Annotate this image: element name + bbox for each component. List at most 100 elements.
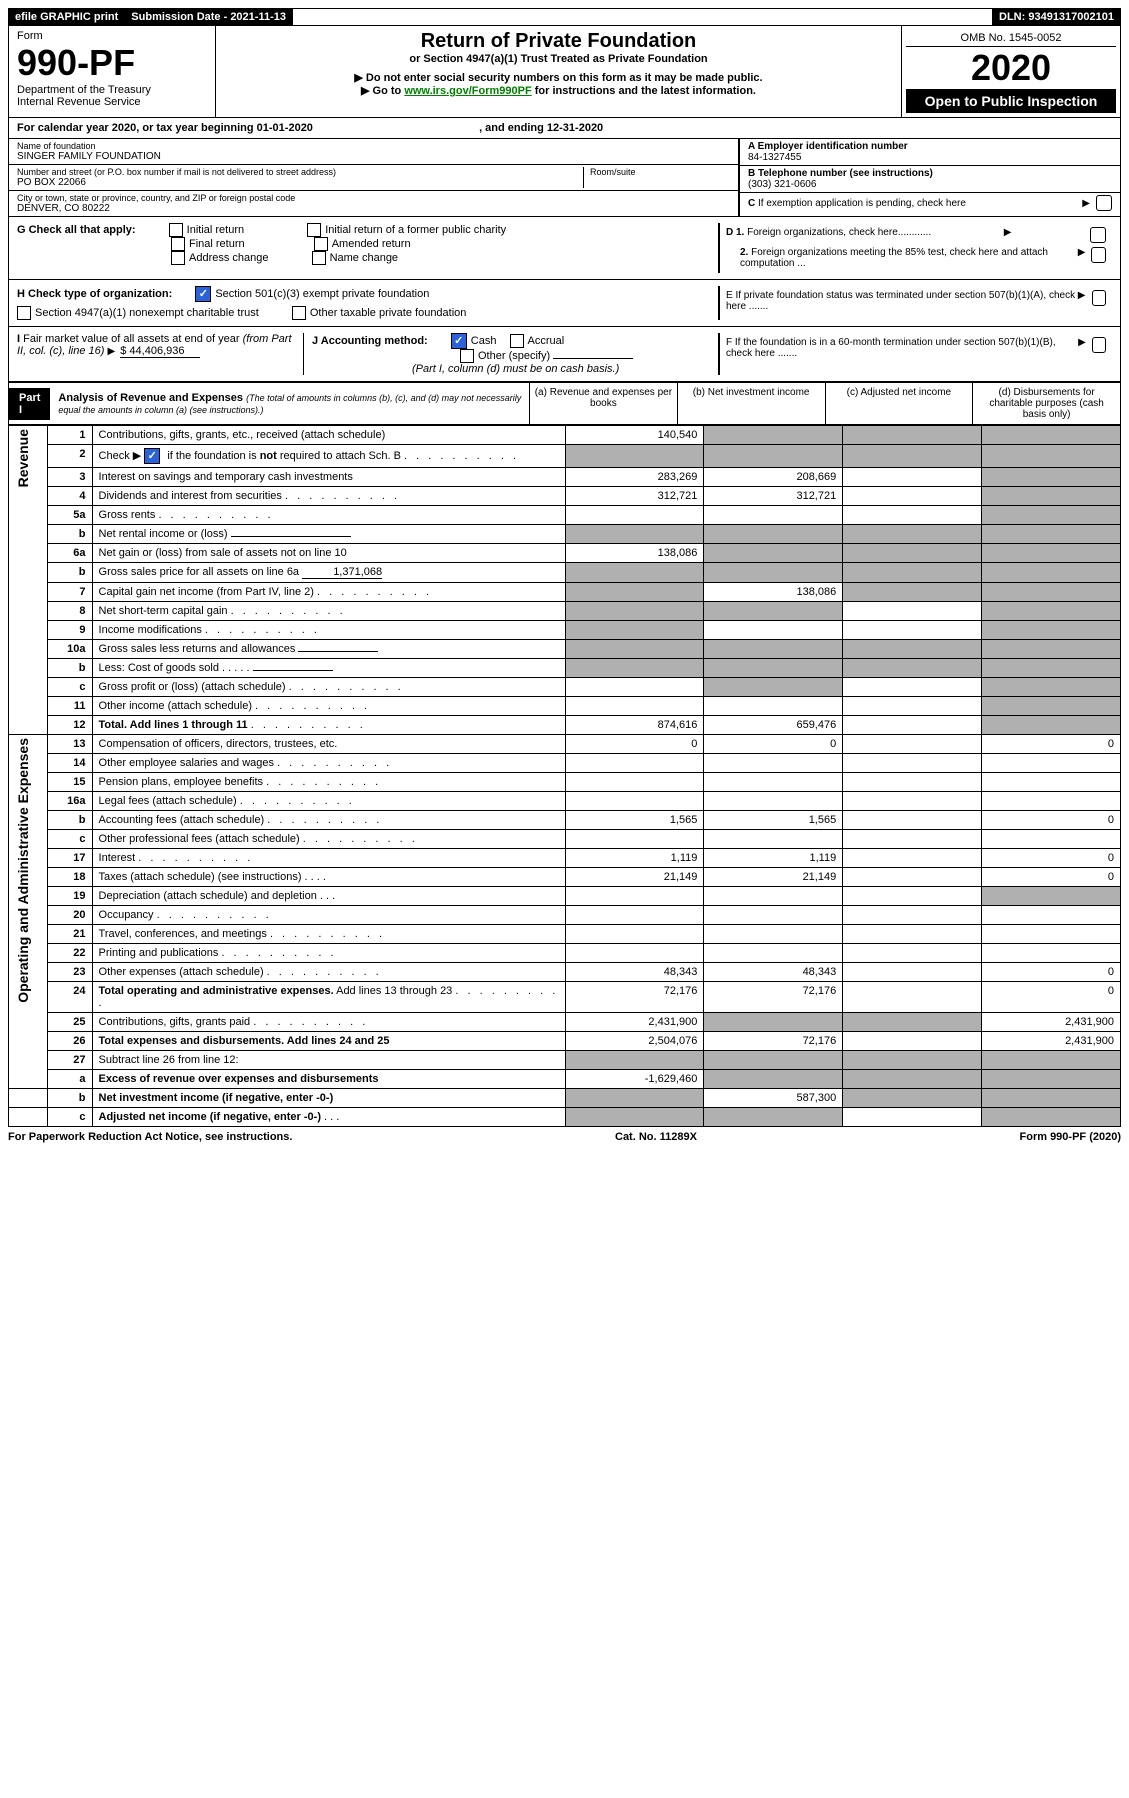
room-label: Room/suite xyxy=(590,167,730,177)
table-row: 12Total. Add lines 1 through 11 874,6166… xyxy=(9,716,1121,735)
501c3-checkbox[interactable] xyxy=(195,286,211,302)
form-label: Form xyxy=(17,30,207,42)
col-b-header: (b) Net investment income xyxy=(677,383,825,424)
omb-no: OMB No. 1545-0052 xyxy=(906,30,1116,47)
table-row: 22Printing and publications xyxy=(9,944,1121,963)
table-row: 26Total expenses and disbursements. Add … xyxy=(9,1032,1121,1051)
part1-label: Part I xyxy=(9,388,50,420)
table-row: 7Capital gain net income (from Part IV, … xyxy=(9,583,1121,602)
final-return-checkbox[interactable] xyxy=(171,237,185,251)
table-row: 6aNet gain or (loss) from sale of assets… xyxy=(9,544,1121,563)
note-1: ▶ Do not enter social security numbers o… xyxy=(224,71,893,84)
tel-label: B Telephone number (see instructions) xyxy=(748,168,1112,179)
table-row: bNet investment income (if negative, ent… xyxy=(9,1089,1121,1108)
d1-checkbox[interactable] xyxy=(1090,227,1106,243)
table-row: cGross profit or (loss) (attach schedule… xyxy=(9,678,1121,697)
c-label: If exemption application is pending, che… xyxy=(758,198,966,209)
table-row: 5aGross rents xyxy=(9,506,1121,525)
schb-checkbox[interactable] xyxy=(144,448,160,464)
other-method-checkbox[interactable] xyxy=(460,349,474,363)
section-h-e: H Check type of organization: Section 50… xyxy=(8,280,1121,327)
revenue-side-label: Revenue xyxy=(15,429,39,487)
org-info: Name of foundation SINGER FAMILY FOUNDAT… xyxy=(8,139,1121,217)
table-row: 19Depreciation (attach schedule) and dep… xyxy=(9,887,1121,906)
table-row: aExcess of revenue over expenses and dis… xyxy=(9,1070,1121,1089)
col-c-header: (c) Adjusted net income xyxy=(825,383,973,424)
table-row: 16aLegal fees (attach schedule) xyxy=(9,792,1121,811)
initial-return-checkbox[interactable] xyxy=(169,223,183,237)
fmv-value: $ 44,406,936 xyxy=(120,345,200,358)
other-taxable-checkbox[interactable] xyxy=(292,306,306,320)
open-inspection: Open to Public Inspection xyxy=(906,89,1116,113)
section-g-d: G Check all that apply: Initial return I… xyxy=(8,217,1121,280)
ein-label: A Employer identification number xyxy=(748,141,1112,152)
f-checkbox[interactable] xyxy=(1092,337,1106,353)
expenses-side-label: Operating and Administrative Expenses xyxy=(15,738,39,1003)
foundation-name: SINGER FAMILY FOUNDATION xyxy=(17,151,730,162)
table-row: 25Contributions, gifts, grants paid 2,43… xyxy=(9,1013,1121,1032)
tel-value: (303) 321-0606 xyxy=(748,179,1112,190)
d2-checkbox[interactable] xyxy=(1091,247,1106,263)
form-header: Form 990-PF Department of the Treasury I… xyxy=(8,26,1121,118)
section-i-j-f: I Fair market value of all assets at end… xyxy=(8,327,1121,382)
cash-checkbox[interactable] xyxy=(451,333,467,349)
name-change-checkbox[interactable] xyxy=(312,251,326,265)
table-row: 23Other expenses (attach schedule) 48,34… xyxy=(9,963,1121,982)
note-2: ▶ Go to www.irs.gov/Form990PF for instru… xyxy=(224,84,893,97)
footer: For Paperwork Reduction Act Notice, see … xyxy=(8,1127,1121,1143)
table-row: 10aGross sales less returns and allowanc… xyxy=(9,640,1121,659)
dln-label: DLN: 93491317002101 xyxy=(993,9,1120,25)
c-checkbox[interactable] xyxy=(1096,195,1112,211)
table-row: 9Income modifications xyxy=(9,621,1121,640)
form-number: 990-PF xyxy=(17,42,207,84)
table-row: 27Subtract line 26 from line 12: xyxy=(9,1051,1121,1070)
table-row: bAccounting fees (attach schedule) 1,565… xyxy=(9,811,1121,830)
initial-former-checkbox[interactable] xyxy=(307,223,321,237)
table-row: 21Travel, conferences, and meetings xyxy=(9,925,1121,944)
e-checkbox[interactable] xyxy=(1092,290,1107,306)
table-row: bLess: Cost of goods sold . . . . . xyxy=(9,659,1121,678)
table-row: 11Other income (attach schedule) xyxy=(9,697,1121,716)
header-bar: efile GRAPHIC print Submission Date - 20… xyxy=(8,8,1121,26)
name-label: Name of foundation xyxy=(17,141,730,151)
dept-1: Department of the Treasury xyxy=(17,84,207,96)
table-row: 15Pension plans, employee benefits xyxy=(9,773,1121,792)
analysis-table: Revenue 1Contributions, gifts, grants, e… xyxy=(8,425,1121,1127)
addr-label: Number and street (or P.O. box number if… xyxy=(17,167,583,177)
table-row: bNet rental income or (loss) xyxy=(9,525,1121,544)
table-row: 20Occupancy xyxy=(9,906,1121,925)
table-row: bGross sales price for all assets on lin… xyxy=(9,563,1121,583)
col-a-header: (a) Revenue and expenses per books xyxy=(529,383,677,424)
table-row: 18Taxes (attach schedule) (see instructi… xyxy=(9,868,1121,887)
table-row: 24Total operating and administrative exp… xyxy=(9,982,1121,1013)
4947-checkbox[interactable] xyxy=(17,306,31,320)
table-row: 14Other employee salaries and wages xyxy=(9,754,1121,773)
address-change-checkbox[interactable] xyxy=(171,251,185,265)
table-row: 2Check ▶ if the foundation is not requir… xyxy=(9,445,1121,468)
tax-year: 2020 xyxy=(906,47,1116,89)
table-row: 8Net short-term capital gain xyxy=(9,602,1121,621)
paperwork-notice: For Paperwork Reduction Act Notice, see … xyxy=(8,1131,292,1143)
table-row: cOther professional fees (attach schedul… xyxy=(9,830,1121,849)
form-title: Return of Private Foundation xyxy=(224,30,893,53)
accrual-checkbox[interactable] xyxy=(510,334,524,348)
table-row: cAdjusted net income (if negative, enter… xyxy=(9,1108,1121,1127)
cat-no: Cat. No. 11289X xyxy=(615,1131,697,1143)
irs-link[interactable]: www.irs.gov/Form990PF xyxy=(404,85,531,97)
dept-2: Internal Revenue Service xyxy=(17,96,207,108)
city-state-zip: DENVER, CO 80222 xyxy=(17,203,730,214)
table-row: 4Dividends and interest from securities … xyxy=(9,487,1121,506)
calendar-year-row: For calendar year 2020, or tax year begi… xyxy=(8,118,1121,139)
ein-value: 84-1327455 xyxy=(748,152,1112,163)
city-label: City or town, state or province, country… xyxy=(17,193,730,203)
submission-date: Submission Date - 2021-11-13 xyxy=(125,9,293,25)
amended-return-checkbox[interactable] xyxy=(314,237,328,251)
part1-header: Part I Analysis of Revenue and Expenses … xyxy=(8,382,1121,425)
col-d-header: (d) Disbursements for charitable purpose… xyxy=(972,383,1120,424)
efile-label: efile GRAPHIC print xyxy=(9,9,125,25)
table-row: 3Interest on savings and temporary cash … xyxy=(9,468,1121,487)
table-row: Operating and Administrative Expenses 13… xyxy=(9,735,1121,754)
address: PO BOX 22066 xyxy=(17,177,583,188)
form-subtitle: or Section 4947(a)(1) Trust Treated as P… xyxy=(224,53,893,65)
table-row: Revenue 1Contributions, gifts, grants, e… xyxy=(9,426,1121,445)
